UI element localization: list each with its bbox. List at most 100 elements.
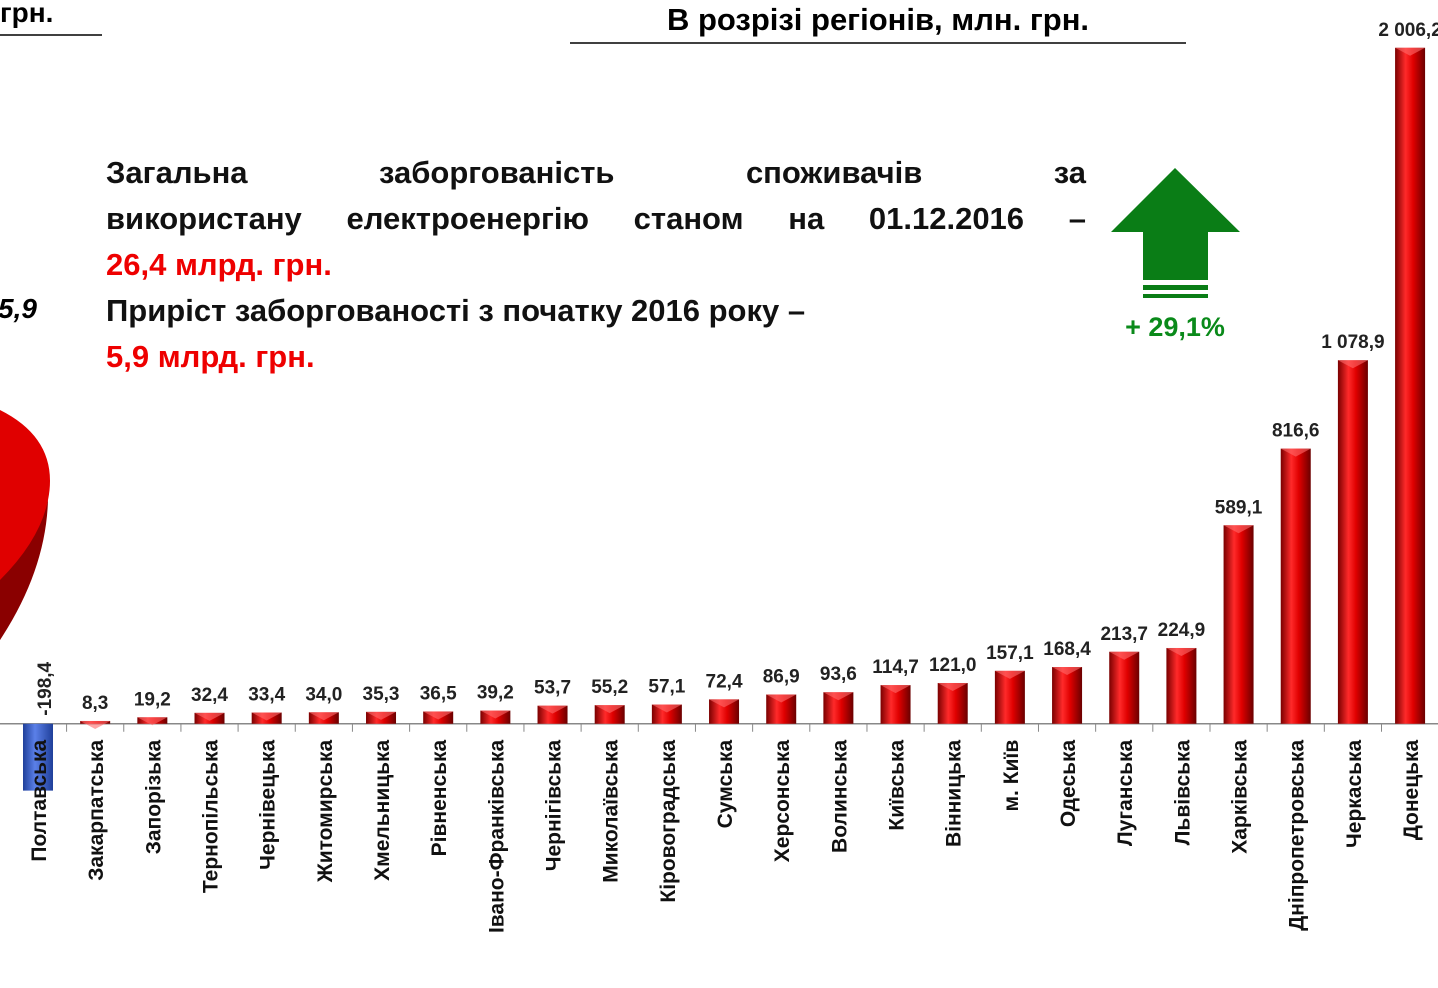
x-tick-label: Полтавська	[28, 739, 51, 861]
bar-cap	[823, 692, 854, 701]
bar-cap	[651, 704, 682, 713]
x-tick-label: Одеська	[1057, 739, 1080, 827]
data-label: 213,7	[1100, 624, 1148, 645]
pie-side	[0, 500, 48, 640]
bar-cap	[251, 712, 282, 721]
data-label: 19,2	[134, 689, 171, 710]
bar	[594, 705, 625, 724]
x-tick-label: Хмельницька	[371, 739, 394, 880]
bar-cap	[1166, 647, 1197, 656]
corner-title: грн.	[0, 0, 53, 28]
data-label: 86,9	[763, 666, 800, 687]
bar-cap	[537, 705, 568, 714]
data-label: 72,4	[706, 671, 743, 692]
x-tick-label: Черкаська	[1343, 739, 1366, 848]
x-tick-label: Івано-Франківська	[485, 739, 508, 933]
data-label: 816,6	[1272, 421, 1320, 442]
bar-cap	[308, 712, 339, 721]
x-tick-label: Волинська	[828, 739, 851, 853]
note-line: Приріст заборгованості з початку 2016 ро…	[106, 293, 806, 328]
arrow-stripe	[1143, 285, 1208, 290]
bar	[537, 705, 568, 724]
data-label: 8,3	[82, 693, 108, 714]
bar-cap	[1280, 448, 1311, 457]
bar-cap	[766, 694, 797, 703]
x-tick-label: Львівська	[1171, 739, 1194, 845]
bar-cap	[1223, 525, 1254, 534]
bar	[1052, 667, 1083, 724]
pie-label: 5,9	[0, 293, 37, 324]
x-tick-label: Миколаївська	[600, 739, 623, 882]
data-label: 2 006,2	[1378, 20, 1438, 41]
x-tick-label: Закарпатська	[85, 739, 108, 880]
bar-cap	[994, 670, 1025, 679]
bar-cap	[480, 710, 511, 719]
bar-cap	[80, 720, 111, 729]
data-label: 121,0	[929, 655, 977, 676]
x-tick-label: Запорізька	[142, 739, 165, 854]
data-label: 34,0	[305, 684, 342, 705]
data-label: 36,5	[420, 683, 457, 704]
x-tick-label: Кіровоградська	[657, 739, 680, 902]
bar	[23, 723, 53, 791]
data-label: 157,1	[986, 643, 1034, 664]
arrow-stripe	[1143, 294, 1208, 298]
x-tick-label: Тернопільська	[200, 739, 223, 893]
note-line: Загальна заборгованість споживачів за	[106, 155, 1086, 190]
data-label: 57,1	[648, 677, 685, 698]
data-label: 33,4	[248, 685, 285, 706]
bar-cap	[1052, 667, 1083, 676]
x-tick-label: Вінницька	[943, 739, 966, 847]
bar-cap	[1395, 47, 1426, 56]
x-tick-label: Чернівецька	[257, 739, 280, 869]
chart-title: В розрізі регіонів, млн. грн.	[667, 2, 1089, 37]
bar	[651, 704, 682, 724]
x-tick-label: м. Київ	[1000, 740, 1023, 812]
bar	[1337, 360, 1368, 724]
x-tick-label: Херсонська	[771, 739, 794, 862]
x-tick-label: Київська	[886, 739, 909, 830]
data-label: 224,9	[1158, 620, 1206, 641]
data-label: 39,2	[477, 683, 514, 704]
bar	[994, 670, 1025, 724]
x-tick-label: Луганська	[1114, 739, 1137, 846]
bar	[1223, 525, 1254, 724]
bar-cap	[937, 682, 968, 691]
data-label: -198,4	[35, 661, 56, 715]
bar-cap	[880, 685, 911, 694]
data-label: 1 078,9	[1321, 332, 1384, 353]
note: Загальна заборгованість споживачів за ви…	[106, 150, 1086, 380]
bar-cap	[1337, 360, 1368, 369]
bar-cap	[366, 711, 397, 720]
data-label: 53,7	[534, 678, 571, 699]
bar-cap	[1109, 651, 1140, 660]
x-tick-label: Харківська	[1229, 739, 1252, 853]
arrow-label: + 29,1%	[1125, 312, 1225, 342]
bar	[1280, 448, 1311, 724]
bar-cap	[423, 711, 454, 720]
bar-cap	[194, 712, 225, 721]
data-label: 32,4	[191, 685, 228, 706]
data-label: 114,7	[872, 657, 919, 678]
bar	[1395, 47, 1426, 724]
x-tick-label: Рівненська	[428, 739, 451, 856]
data-label: 35,3	[363, 684, 400, 705]
x-tick-label: Дніпропетровська	[1286, 739, 1309, 930]
x-tick-label: Чернігівська	[543, 739, 566, 871]
x-tick-label: Житомирська	[314, 739, 337, 883]
note-line: використану електроенергію станом на 01.…	[106, 201, 1086, 236]
bar	[1109, 651, 1140, 724]
x-tick-label: Сумська	[714, 739, 737, 828]
data-label: 168,4	[1043, 639, 1091, 660]
data-label: 55,2	[591, 677, 628, 698]
data-label: 93,6	[820, 664, 857, 685]
bar	[1166, 647, 1197, 724]
bar-cap	[137, 717, 168, 726]
bar-cap	[594, 705, 625, 714]
bar-cap	[709, 699, 740, 708]
data-label: 589,1	[1215, 497, 1263, 518]
note-growth: 5,9 млрд. грн.	[106, 339, 315, 374]
x-tick-label: Донецька	[1400, 739, 1423, 840]
